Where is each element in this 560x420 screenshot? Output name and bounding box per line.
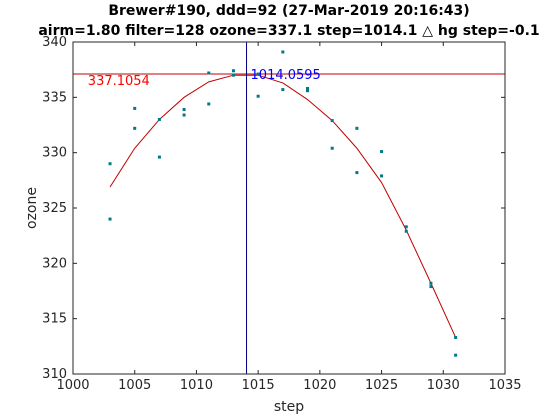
- plot-area: 337.1054 1014.0595 1000 1005 1010 1015 1020 102…: [42, 35, 521, 393]
- data-point: [281, 88, 285, 92]
- x-tick-label: 1020: [303, 378, 336, 393]
- y-tick-label: 335: [42, 90, 67, 105]
- data-point: [306, 89, 310, 93]
- data-point: [404, 225, 408, 229]
- x-tick-label: 1000: [56, 378, 89, 393]
- data-point: [454, 353, 458, 357]
- data-point: [133, 126, 137, 130]
- plot-background: [73, 42, 505, 374]
- data-point: [355, 126, 359, 130]
- x-axis-label: step: [274, 399, 304, 415]
- data-point: [231, 69, 235, 73]
- data-point: [256, 72, 260, 76]
- data-point: [157, 155, 161, 159]
- y-tick-label: 320: [42, 256, 67, 271]
- max-ozone-label: 337.1054: [88, 74, 150, 89]
- x-tick-label: 1015: [242, 378, 275, 393]
- data-point: [207, 102, 211, 106]
- data-point: [404, 229, 408, 233]
- data-point: [182, 113, 186, 117]
- data-point: [429, 285, 433, 289]
- y-tick-label: 310: [42, 367, 67, 382]
- data-point: [182, 108, 186, 112]
- y-tick-label: 340: [42, 35, 67, 50]
- x-tick-label: 1030: [427, 378, 460, 393]
- data-point: [429, 281, 433, 285]
- x-tick-label: 1005: [118, 378, 151, 393]
- data-point: [454, 335, 458, 339]
- x-tick-label: 1025: [365, 378, 398, 393]
- chart-title-line-2: airm=1.80 filter=128 ozone=337.1 step=10…: [38, 23, 539, 39]
- fit-curve: [109, 74, 457, 338]
- data-point: [330, 119, 334, 123]
- data-point: [380, 174, 384, 178]
- data-point: [330, 146, 334, 150]
- y-axis-label: ozone: [24, 187, 40, 229]
- data-point: [207, 71, 211, 75]
- data-point: [306, 86, 310, 90]
- x-tick-label: 1010: [180, 378, 213, 393]
- max-step-label: 1014.0595: [251, 68, 321, 83]
- data-point: [256, 94, 260, 98]
- y-tick-label: 315: [42, 312, 67, 327]
- data-point: [108, 217, 112, 221]
- x-tick-label: 1035: [488, 378, 521, 393]
- data-point: [380, 150, 384, 154]
- data-point: [157, 117, 161, 121]
- y-tick-label: 330: [42, 146, 67, 161]
- data-point: [231, 73, 235, 77]
- data-point: [108, 162, 112, 166]
- data-point: [133, 106, 137, 110]
- data-point: [355, 171, 359, 175]
- chart-title-line-1: Brewer#190, ddd=92 (27-Mar-2019 20:16:43…: [108, 3, 469, 19]
- data-point: [281, 50, 285, 54]
- y-tick-label: 325: [42, 201, 67, 216]
